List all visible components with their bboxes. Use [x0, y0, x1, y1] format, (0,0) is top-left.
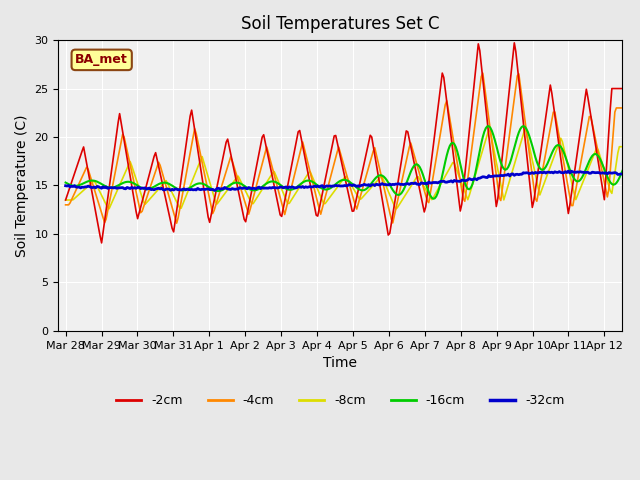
Legend: -2cm, -4cm, -8cm, -16cm, -32cm: -2cm, -4cm, -8cm, -16cm, -32cm — [111, 389, 570, 412]
Text: BA_met: BA_met — [76, 53, 128, 66]
X-axis label: Time: Time — [323, 356, 357, 370]
Title: Soil Temperatures Set C: Soil Temperatures Set C — [241, 15, 440, 33]
Y-axis label: Soil Temperature (C): Soil Temperature (C) — [15, 114, 29, 257]
